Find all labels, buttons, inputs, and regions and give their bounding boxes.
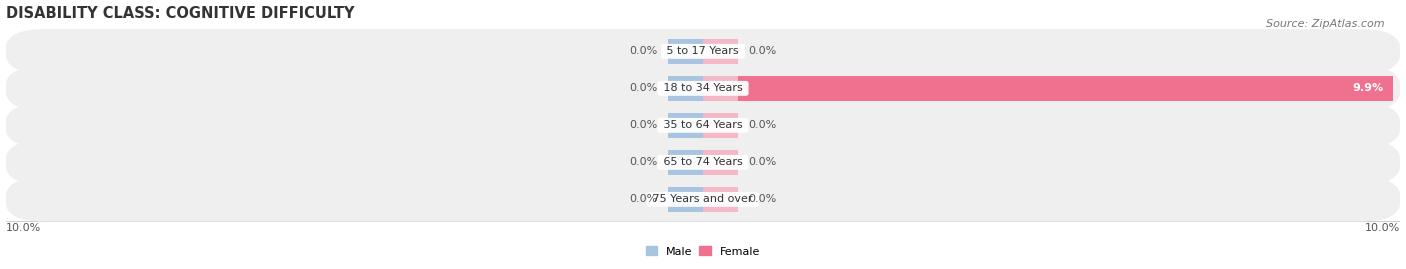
Text: 0.0%: 0.0%: [748, 157, 776, 167]
Text: Source: ZipAtlas.com: Source: ZipAtlas.com: [1267, 19, 1385, 29]
Text: 10.0%: 10.0%: [1365, 223, 1400, 233]
Text: 0.0%: 0.0%: [630, 83, 658, 93]
Bar: [703, 113, 738, 138]
Text: 0.0%: 0.0%: [630, 157, 658, 167]
Text: 10.0%: 10.0%: [6, 223, 41, 233]
Bar: [668, 39, 703, 64]
Bar: [703, 76, 1393, 101]
FancyBboxPatch shape: [6, 177, 1400, 222]
Bar: [703, 187, 738, 212]
FancyBboxPatch shape: [6, 29, 1400, 73]
Bar: [668, 76, 703, 101]
Text: 9.9%: 9.9%: [1353, 83, 1384, 93]
FancyBboxPatch shape: [6, 103, 1400, 147]
Text: 65 to 74 Years: 65 to 74 Years: [659, 157, 747, 167]
Text: 5 to 17 Years: 5 to 17 Years: [664, 46, 742, 56]
Text: 0.0%: 0.0%: [630, 194, 658, 204]
Text: 0.0%: 0.0%: [748, 194, 776, 204]
Bar: [703, 150, 738, 175]
Bar: [703, 76, 738, 101]
Text: 75 Years and over: 75 Years and over: [650, 194, 756, 204]
Text: 0.0%: 0.0%: [630, 46, 658, 56]
Text: 0.0%: 0.0%: [630, 120, 658, 130]
Text: 0.0%: 0.0%: [748, 46, 776, 56]
Text: DISABILITY CLASS: COGNITIVE DIFFICULTY: DISABILITY CLASS: COGNITIVE DIFFICULTY: [6, 6, 354, 20]
Legend: Male, Female: Male, Female: [641, 242, 765, 261]
Bar: [668, 113, 703, 138]
FancyBboxPatch shape: [6, 140, 1400, 185]
Text: 18 to 34 Years: 18 to 34 Years: [659, 83, 747, 93]
Bar: [668, 150, 703, 175]
Text: 35 to 64 Years: 35 to 64 Years: [659, 120, 747, 130]
Bar: [668, 187, 703, 212]
FancyBboxPatch shape: [6, 66, 1400, 111]
Text: 0.0%: 0.0%: [748, 120, 776, 130]
Bar: [703, 39, 738, 64]
